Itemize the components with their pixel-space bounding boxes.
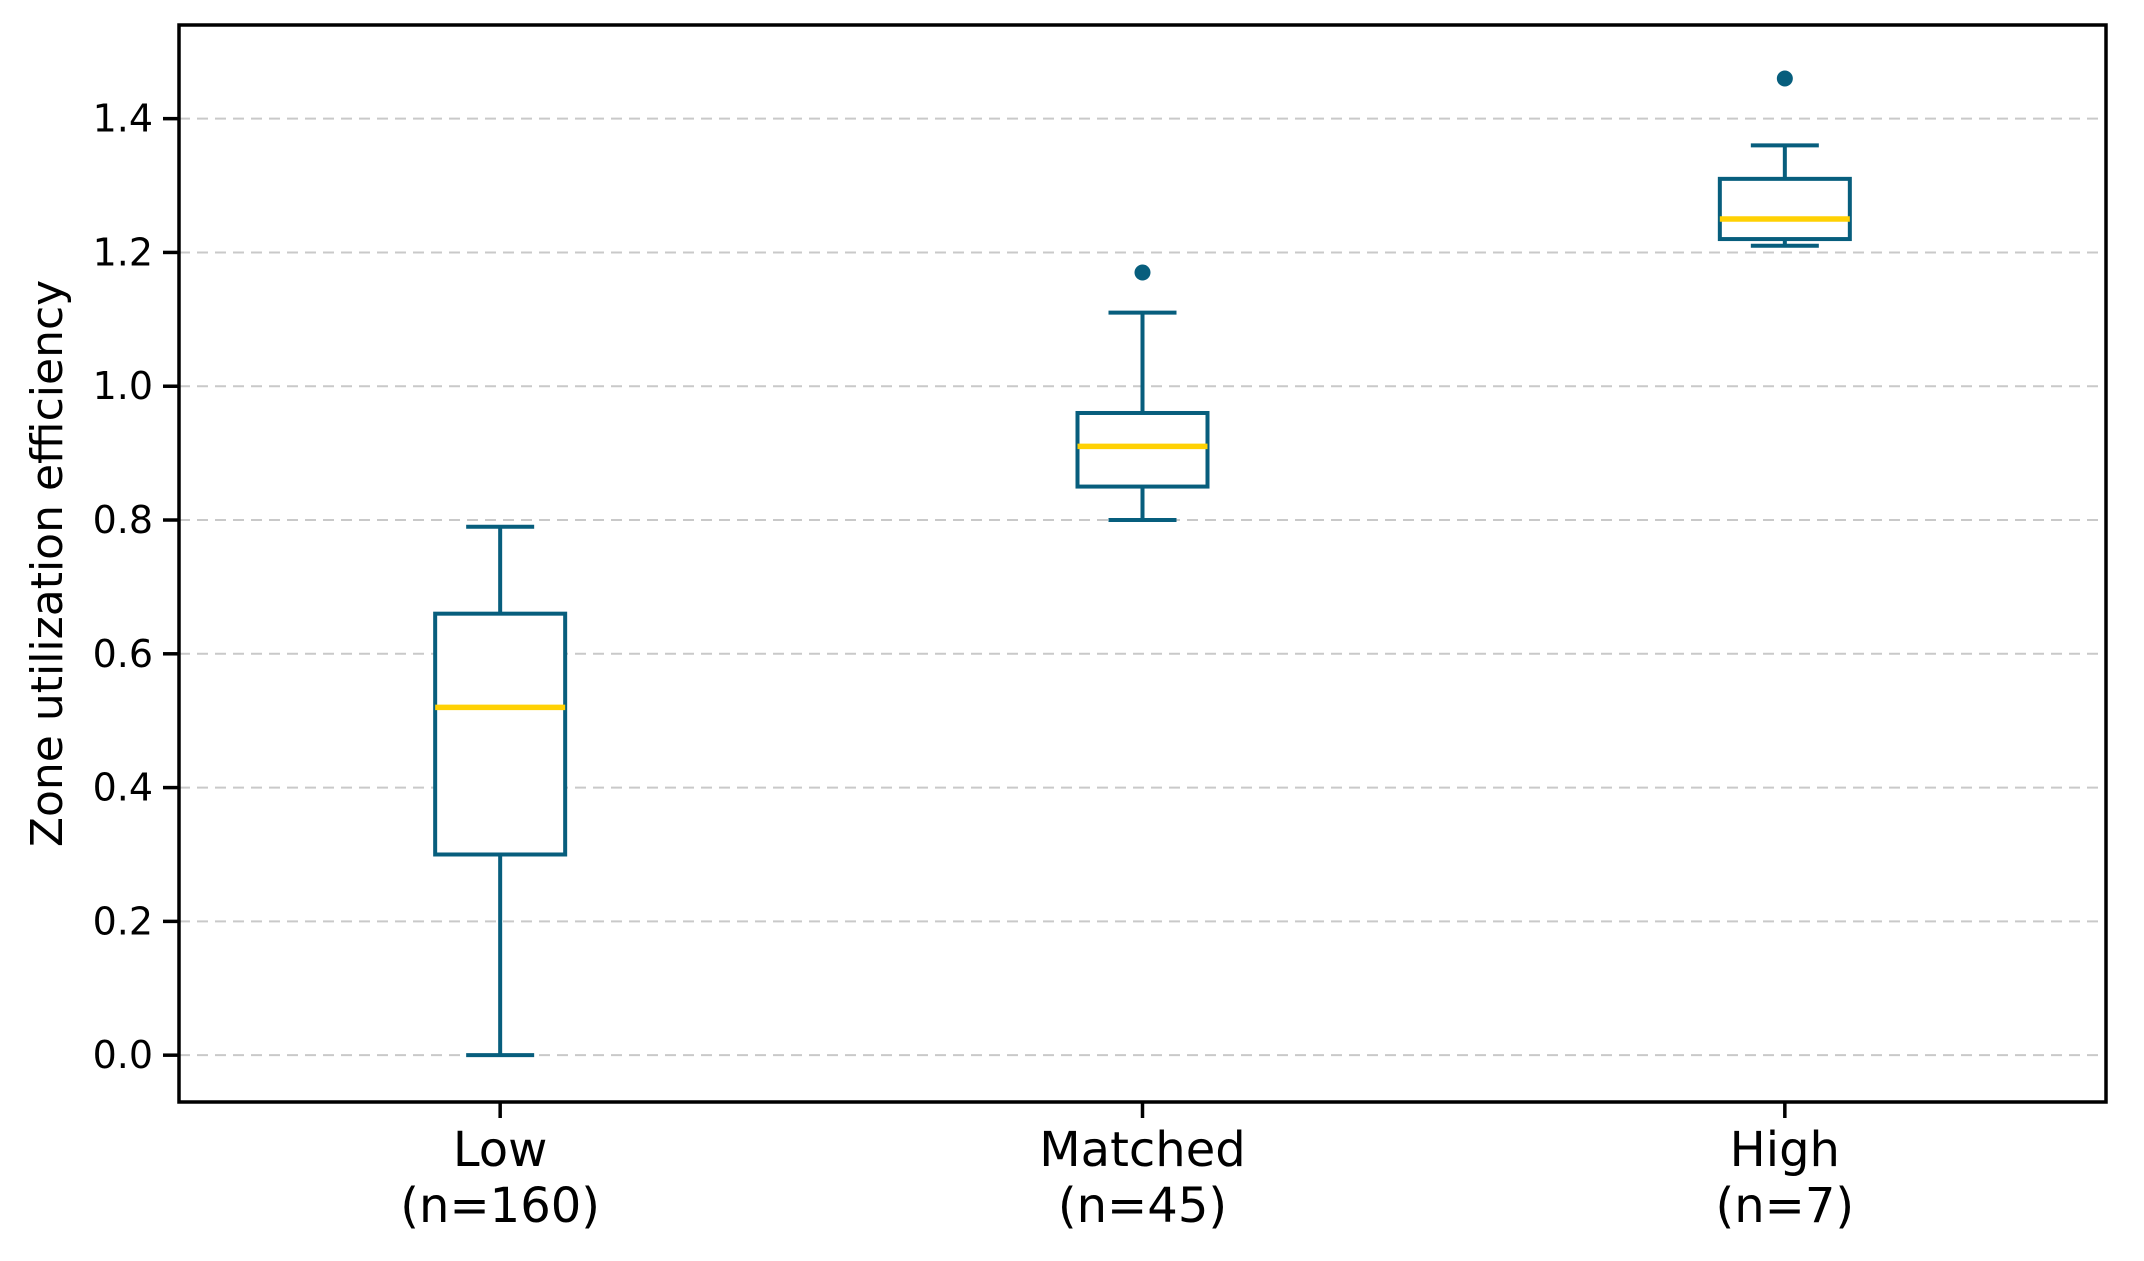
outlier-point <box>1776 70 1793 87</box>
y-tick-label: 0.2 <box>93 899 153 943</box>
y-tick-label: 0.4 <box>93 766 153 810</box>
gridlines-layer <box>179 117 2106 1057</box>
x-tick-label: High <box>1730 1122 1840 1178</box>
y-tick-label: 1.4 <box>93 97 153 141</box>
x-tick-sublabel: (n=7) <box>1716 1178 1855 1234</box>
y-tick-label: 1.0 <box>93 364 153 408</box>
boxplot-low <box>433 524 568 1058</box>
x-tick-labels-layer: Low(n=160) Matched(n=45) High(n=7) <box>400 1122 1854 1234</box>
y-tick-label: 0.8 <box>93 498 153 542</box>
y-tick-label: 1.2 <box>93 230 153 274</box>
x-tick-sublabel: (n=45) <box>1058 1178 1227 1234</box>
x-tick-sublabel: (n=160) <box>400 1178 600 1234</box>
y-tick-label: 0.6 <box>93 632 153 676</box>
box-rect <box>433 611 568 857</box>
box-rect <box>1717 176 1852 242</box>
x-tick-label: Matched <box>1039 1122 1245 1178</box>
y-tick-label: 0.0 <box>93 1033 153 1077</box>
boxplots-layer <box>433 70 1852 1058</box>
x-tick-label: Low <box>453 1122 548 1178</box>
boxplot-high <box>1717 70 1852 248</box>
outlier-point <box>1134 264 1151 281</box>
box-rect <box>1075 410 1210 489</box>
y-axis-label: Zone utilization efficiency <box>22 280 73 847</box>
boxplot-matched <box>1075 264 1210 523</box>
ticks-layer: 0.0 0.2 0.4 0.6 0.8 1.0 1.2 1.4 <box>93 97 1787 1118</box>
